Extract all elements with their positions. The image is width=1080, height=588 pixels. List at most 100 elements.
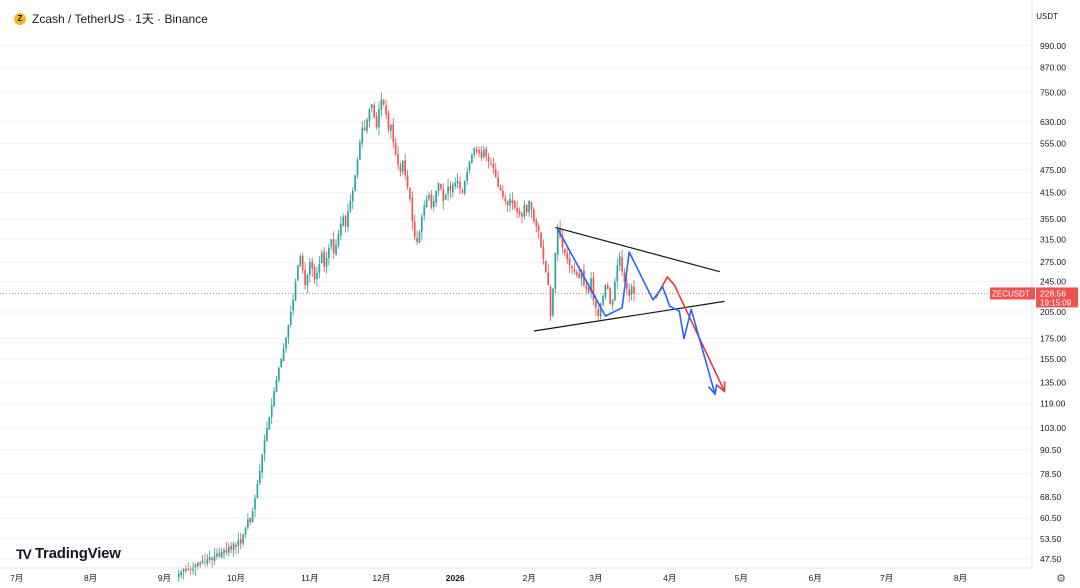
y-tick-label: 990.00 (1040, 41, 1066, 51)
candle-body (430, 194, 433, 208)
tradingview-logo-icon: TV (16, 545, 32, 562)
candle-body (528, 201, 530, 213)
candle-body (418, 231, 421, 243)
y-tick-label: 555.00 (1040, 139, 1066, 149)
candle-body (342, 216, 345, 226)
candle-body (254, 498, 256, 510)
candle-body (409, 188, 411, 199)
candle-body (630, 286, 633, 295)
currency-label[interactable]: USDT (1036, 12, 1058, 21)
candle-body (251, 511, 254, 522)
y-tick-label: 60.50 (1040, 513, 1062, 523)
candle-body (196, 562, 199, 567)
candle-body (397, 153, 399, 165)
candle-body (549, 286, 552, 316)
candle-body (571, 266, 573, 269)
candle-body (478, 150, 480, 153)
candle-body (378, 109, 380, 128)
x-tick-label: 9月 (158, 573, 171, 583)
candle-body (413, 221, 416, 237)
candle-body (309, 262, 311, 275)
candle-body (449, 185, 452, 191)
candle-body (213, 555, 216, 561)
candle-body (499, 187, 502, 191)
price-axis[interactable]: 990.00 870.00 750.00 630.00 555.00 475.00 415.… (1031, 0, 1066, 568)
candle-body (337, 233, 340, 246)
chart-header[interactable]: Z Zcash / TetherUS · 1天 · Binance (14, 10, 208, 27)
candle-body (299, 256, 302, 267)
candle-body (435, 190, 437, 203)
candle-body (285, 337, 287, 349)
zcash-coin-icon: Z (14, 12, 26, 25)
candle-body (387, 112, 390, 131)
candle-body (330, 239, 333, 247)
x-tick-label: 3月 (589, 573, 602, 583)
candle-body (561, 235, 564, 248)
candle-body (182, 568, 185, 572)
candle-body (628, 289, 631, 297)
candle-body (294, 281, 297, 301)
candle-body (313, 267, 316, 280)
candle-body (625, 282, 628, 289)
candle-body (344, 216, 347, 227)
candle-body (287, 324, 290, 338)
symbol-tag-label: ZECUSDT (992, 289, 1030, 298)
candle-body (573, 269, 576, 272)
candle-body (506, 200, 509, 206)
candle-body (390, 124, 392, 132)
candle-body (525, 204, 528, 213)
candle-body (394, 142, 397, 155)
candle-body (461, 190, 464, 193)
candle-body (463, 180, 466, 194)
candle-body (382, 99, 385, 105)
candle-body (359, 142, 361, 160)
x-tick-label: 5月 (735, 573, 748, 583)
candle-body (597, 309, 600, 316)
candle-body (361, 127, 364, 144)
candle-body (516, 207, 519, 213)
candle-body (256, 483, 259, 498)
candle-body (432, 201, 435, 208)
candle-body (232, 543, 235, 551)
candle-body (194, 564, 197, 568)
candle-body (416, 238, 418, 242)
candle-body (218, 552, 221, 557)
candle-body (411, 197, 414, 222)
y-tick-label: 47.50 (1040, 554, 1062, 564)
y-tick-label: 630.00 (1040, 117, 1066, 127)
candle-body (544, 260, 547, 272)
candle-body (325, 257, 328, 267)
candle-body (239, 539, 242, 544)
gear-icon[interactable]: ⚙ (1056, 573, 1066, 585)
tradingview-logo: TV TradingView (16, 545, 121, 562)
candle-body (363, 127, 366, 131)
candle-body (442, 188, 445, 202)
candle-body (185, 568, 187, 572)
candle-body (401, 161, 404, 172)
candle-body (513, 201, 516, 208)
candle-body (533, 209, 535, 222)
candle-body (556, 228, 559, 255)
candle-body (242, 534, 244, 544)
time-axis[interactable]: 7月 8月 9月 10月 11月 12月 2026 2月 3月 4月 5月 6月 7月 8月 (0, 567, 1032, 583)
candle-body (187, 568, 190, 571)
candle-body (490, 162, 492, 164)
candle-body (475, 149, 478, 152)
candle-body (292, 299, 294, 311)
candle-body (611, 299, 614, 305)
drawings-layer (533, 226, 726, 396)
candle-body (206, 558, 209, 564)
candle-body (480, 151, 483, 158)
candle-body (354, 175, 356, 191)
candle-body (468, 161, 471, 171)
candle-body (487, 156, 490, 162)
candle-body (273, 391, 275, 407)
candle-body (554, 253, 557, 289)
candle-body (585, 285, 588, 289)
candle-body (471, 154, 473, 163)
y-tick-label: 355.00 (1040, 214, 1066, 224)
candle-body (370, 104, 373, 109)
candle-body (180, 571, 182, 576)
candle-body (201, 560, 204, 563)
